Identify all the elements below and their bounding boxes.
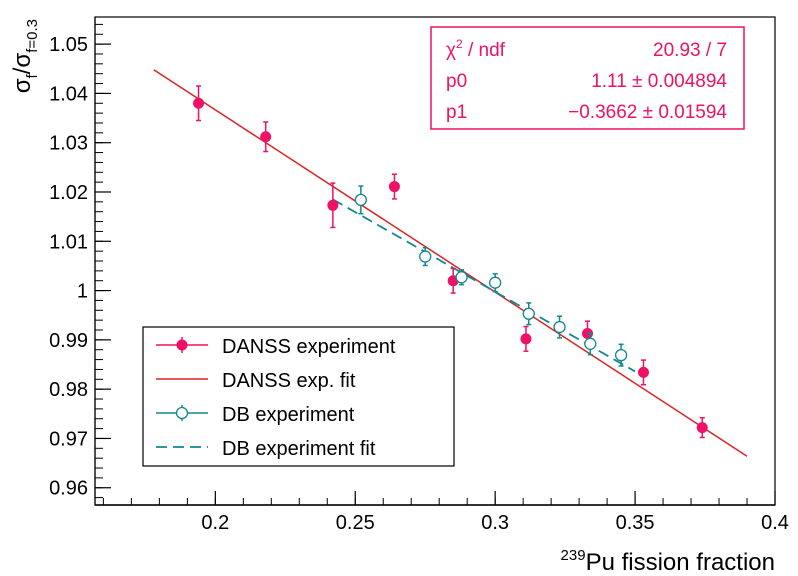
- y-tick-label: 1.05: [49, 34, 88, 56]
- x-tick-label: 0.25: [336, 512, 375, 534]
- stats-chi2-value: 20.93 / 7: [653, 40, 727, 61]
- legend-db-exp-marker: [175, 406, 189, 420]
- db-data-point: [522, 307, 535, 320]
- legend-danss-exp-marker: [176, 339, 188, 351]
- y-tick-label: 1.03: [49, 133, 88, 155]
- y-axis-title: σf/σf=0.3: [9, 19, 41, 93]
- legend-item-danss-experiment: DANSS experiment: [156, 336, 396, 358]
- danss-data-point: [696, 422, 708, 434]
- x-axis: 0.2 0.25 0.3 0.35 0.4: [95, 491, 789, 534]
- stats-p0-value: 1.11 ± 0.004894: [591, 71, 727, 92]
- legend-item-db-experiment: DB experiment: [156, 404, 355, 426]
- danss-data-point: [260, 131, 272, 143]
- db-data-point: [584, 337, 597, 350]
- db-data-point: [489, 276, 502, 289]
- legend: DANSS experiment DANSS exp. fit DB exper…: [142, 326, 455, 467]
- legend-danss-exp-label: DANSS experiment: [222, 336, 396, 358]
- data-markers: [193, 85, 708, 439]
- x-axis-title: 239Pu fission fraction: [561, 547, 775, 576]
- fit-stats-frame: [430, 26, 745, 130]
- db-data-point: [419, 250, 432, 263]
- legend-item-db-fit: DB experiment fit: [156, 438, 376, 460]
- x-tick-label: 0.4: [761, 512, 789, 534]
- danss-data-point: [637, 366, 649, 378]
- legend-item-danss-fit: DANSS exp. fit: [156, 370, 356, 392]
- stats-p1-value: −0.3662 ± 0.01594: [568, 102, 727, 123]
- danss-data-point: [520, 333, 532, 345]
- y-tick-label: 1.04: [49, 83, 88, 105]
- danss-data-point: [327, 199, 339, 211]
- fit-stats-box: χ2 / ndf 20.93 / 7 p0 1.11 ± 0.004894 p1…: [430, 26, 745, 130]
- x-tick-label: 0.35: [616, 512, 655, 534]
- db-data-point: [455, 271, 468, 284]
- x-tick-label: 0.3: [481, 512, 509, 534]
- stats-chi2-label: χ2 / ndf: [446, 37, 506, 61]
- y-tick-label: 0.96: [49, 478, 88, 500]
- stats-p0-label: p0: [446, 71, 467, 92]
- legend-danss-fit-label: DANSS exp. fit: [222, 370, 356, 392]
- x-tick-label: 0.2: [201, 512, 229, 534]
- danss-fit-line: [153, 69, 748, 457]
- legend-db-exp-label: DB experiment: [222, 404, 355, 426]
- y-tick-label: 1: [77, 281, 88, 303]
- legend-db-fit-label: DB experiment fit: [222, 438, 376, 460]
- y-axis: 0.96 0.97 0.98 0.99 1 1.01 1.02 1.03 1.04 1.05: [49, 17, 111, 505]
- y-tick-label: 0.97: [49, 428, 88, 450]
- db-data-point: [553, 320, 566, 334]
- y-tick-label: 1.01: [49, 231, 88, 253]
- legend-frame: [142, 326, 455, 467]
- danss-data-point: [388, 181, 400, 193]
- db-data-point: [354, 193, 367, 207]
- y-tick-label: 0.98: [49, 379, 88, 401]
- y-tick-label: 1.02: [49, 182, 88, 204]
- stats-p1-label: p1: [446, 102, 467, 123]
- danss-data-point: [193, 97, 205, 109]
- y-tick-label: 0.99: [49, 330, 88, 352]
- db-data-point: [614, 348, 628, 362]
